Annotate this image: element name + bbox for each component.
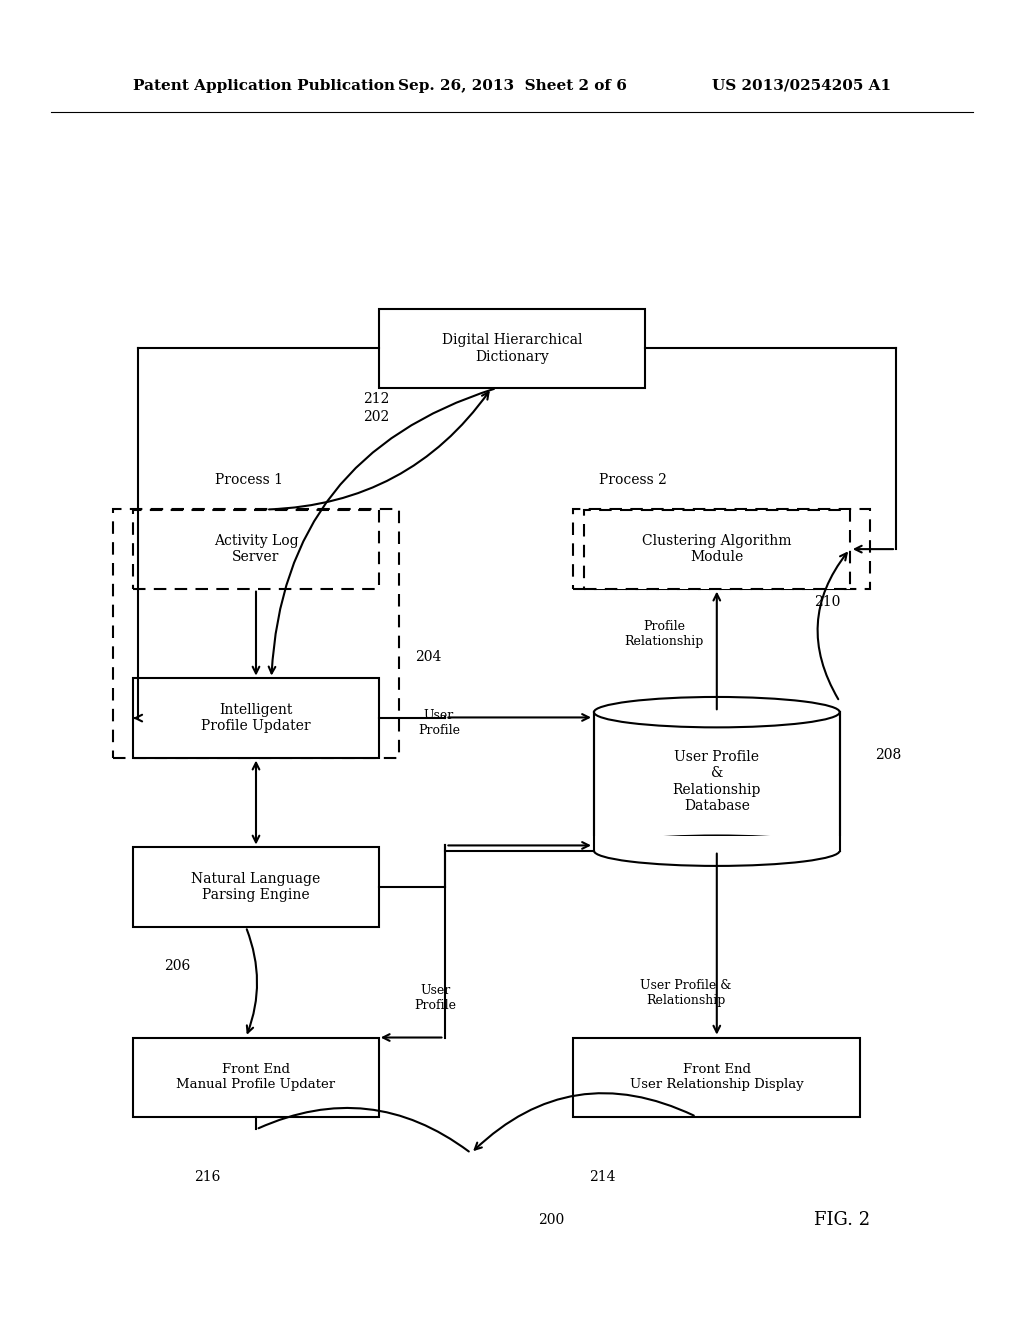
Bar	[113, 510, 399, 758]
Text: User Profile &
Relationship: User Profile & Relationship	[640, 978, 731, 1007]
FancyBboxPatch shape	[133, 1038, 379, 1117]
Text: Natural Language
Parsing Engine: Natural Language Parsing Engine	[191, 873, 321, 902]
FancyBboxPatch shape	[133, 847, 379, 927]
Bar	[594, 713, 840, 850]
FancyBboxPatch shape	[573, 1038, 860, 1117]
Text: 202: 202	[364, 411, 390, 424]
FancyBboxPatch shape	[133, 678, 379, 758]
Bar	[589, 836, 845, 850]
FancyBboxPatch shape	[584, 510, 850, 589]
FancyBboxPatch shape	[133, 510, 379, 589]
Text: Profile
Relationship: Profile Relationship	[625, 619, 705, 648]
Text: US 2013/0254205 A1: US 2013/0254205 A1	[712, 79, 891, 92]
Text: Sep. 26, 2013  Sheet 2 of 6: Sep. 26, 2013 Sheet 2 of 6	[397, 79, 627, 92]
Text: 214: 214	[589, 1171, 615, 1184]
Text: Front End
Manual Profile Updater: Front End Manual Profile Updater	[176, 1063, 336, 1092]
Text: User Profile
&
Relationship
Database: User Profile & Relationship Database	[673, 750, 761, 813]
Text: 204: 204	[415, 649, 441, 664]
Text: User
Profile: User Profile	[418, 709, 460, 738]
Text: Process 2: Process 2	[599, 474, 667, 487]
FancyBboxPatch shape	[379, 309, 645, 388]
Text: 208: 208	[876, 748, 902, 762]
Text: Intelligent
Profile Updater: Intelligent Profile Updater	[201, 704, 311, 733]
Text: Process 1: Process 1	[215, 474, 283, 487]
Text: 206: 206	[164, 960, 190, 973]
Text: 210: 210	[814, 595, 841, 609]
Ellipse shape	[594, 697, 840, 727]
Bar	[573, 510, 870, 589]
Text: Patent Application Publication: Patent Application Publication	[133, 79, 395, 92]
Text: 216: 216	[195, 1171, 221, 1184]
Ellipse shape	[594, 836, 840, 866]
Text: Front End
User Relationship Display: Front End User Relationship Display	[630, 1063, 804, 1092]
Text: Activity Log
Server: Activity Log Server	[214, 535, 298, 564]
Text: FIG. 2: FIG. 2	[814, 1210, 870, 1229]
Text: 200: 200	[538, 1213, 564, 1226]
Text: Clustering Algorithm
Module: Clustering Algorithm Module	[642, 535, 792, 564]
Text: User
Profile: User Profile	[415, 983, 457, 1012]
Text: 212: 212	[364, 392, 390, 407]
Text: Digital Hierarchical
Dictionary: Digital Hierarchical Dictionary	[441, 334, 583, 363]
